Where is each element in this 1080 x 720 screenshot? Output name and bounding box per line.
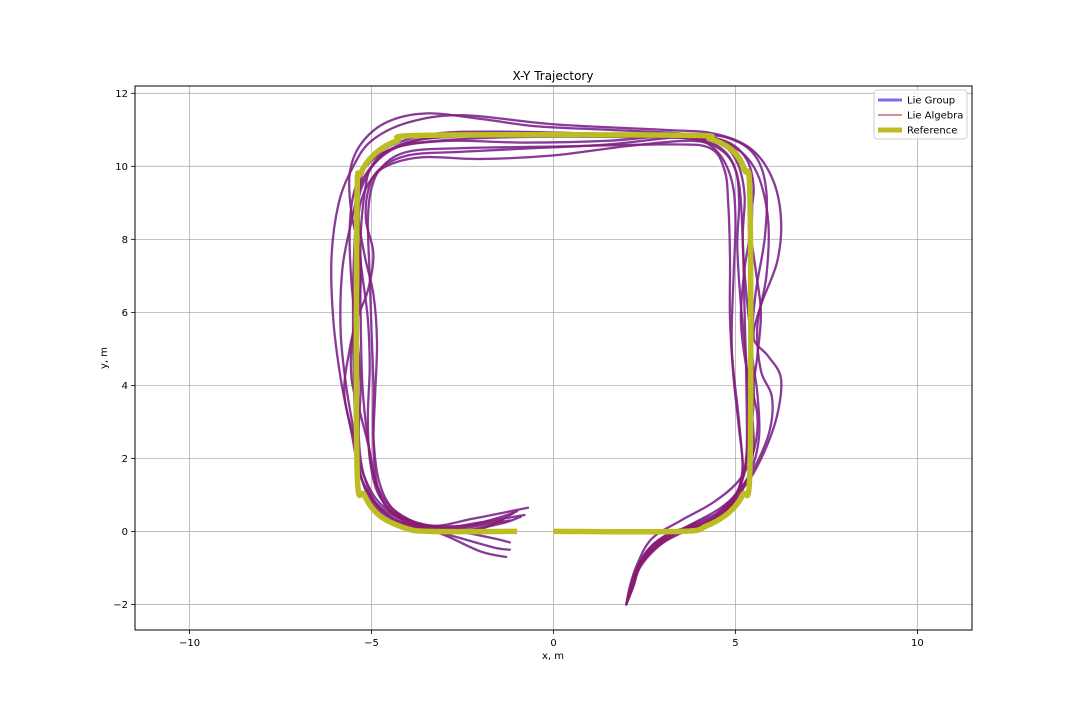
plot-lines bbox=[329, 112, 783, 606]
legend-label-lie-algebra: Lie Algebra bbox=[907, 111, 963, 122]
legend: Lie Group Lie Algebra Reference bbox=[873, 89, 968, 140]
y-tick-label: 4 bbox=[122, 381, 128, 392]
legend-box bbox=[873, 89, 968, 140]
chart-title: X-Y Trajectory bbox=[513, 69, 594, 83]
y-tick-label: 2 bbox=[122, 454, 128, 465]
y-tick-label: 10 bbox=[115, 162, 128, 173]
y-tick-label: 0 bbox=[122, 527, 128, 538]
y-tick-label: −2 bbox=[113, 600, 128, 611]
lie-algebra-line bbox=[343, 112, 759, 606]
x-tick-label: 5 bbox=[732, 638, 738, 649]
x-tick-label: −5 bbox=[364, 638, 379, 649]
x-axis-label: x, m bbox=[542, 651, 564, 662]
legend-label-lie-group: Lie Group bbox=[907, 96, 955, 107]
y-axis-label: y, m bbox=[99, 347, 110, 369]
y-tick-label: 8 bbox=[122, 235, 128, 246]
axis-ticks: −10 −5 0 5 10 −2 0 2 4 6 8 10 12 bbox=[113, 89, 924, 649]
x-tick-label: 0 bbox=[550, 638, 556, 649]
legend-label-reference: Reference bbox=[907, 126, 957, 137]
reference-line bbox=[353, 131, 754, 535]
y-tick-label: 6 bbox=[122, 308, 128, 319]
plot-data bbox=[329, 112, 783, 606]
y-tick-label: 12 bbox=[115, 89, 128, 100]
x-tick-label: −10 bbox=[179, 638, 200, 649]
x-tick-label: 10 bbox=[911, 638, 924, 649]
